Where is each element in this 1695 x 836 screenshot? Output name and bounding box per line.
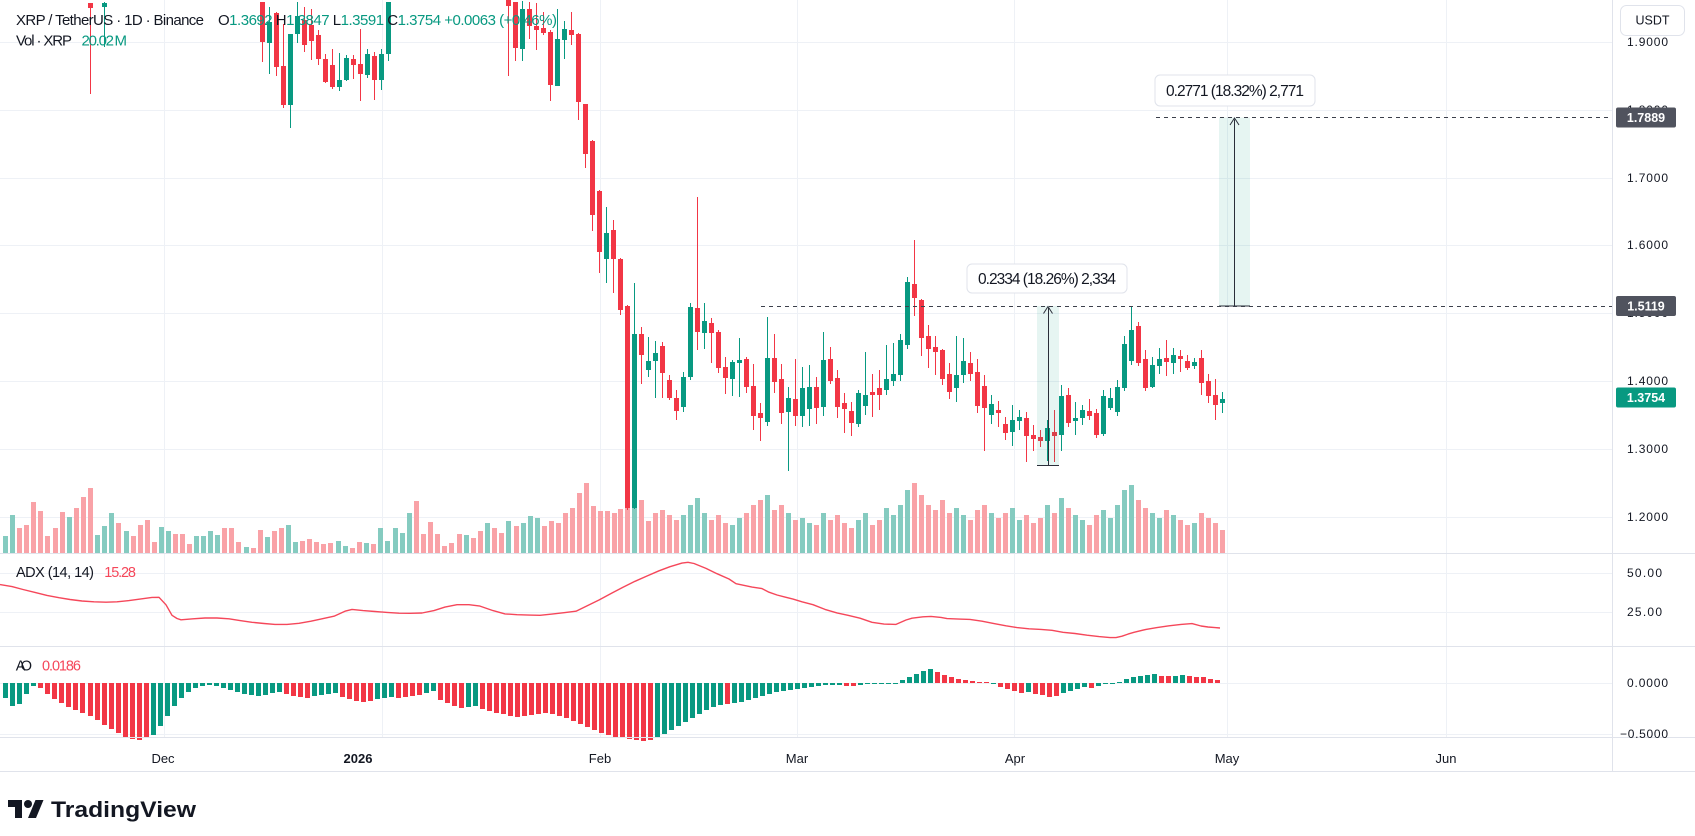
svg-text:1.6000: 1.6000 [1627,238,1668,252]
svg-text:Jun: Jun [1436,751,1457,766]
svg-text:−0.5000: −0.5000 [1620,727,1668,741]
svg-text:50.00: 50.00 [1627,566,1662,580]
svg-text:1.3754: 1.3754 [1627,391,1665,405]
svg-text:XRP / TetherUS · 1D · Binance: XRP / TetherUS · 1D · Binance [16,12,204,29]
svg-text:Mar: Mar [786,751,809,766]
svg-text:ADX (14, 14): ADX (14, 14) [16,565,94,581]
svg-text:1.7000: 1.7000 [1627,171,1668,185]
svg-text:1.4000: 1.4000 [1627,374,1668,388]
svg-text:2026: 2026 [344,751,373,766]
svg-text:15.28: 15.28 [104,565,136,581]
svg-text:0.2771 (18.32%) 2,771: 0.2771 (18.32%) 2,771 [1166,83,1304,100]
svg-text:USDT: USDT [1635,14,1669,28]
svg-text:1.7889: 1.7889 [1627,111,1665,125]
svg-text:Feb: Feb [589,751,611,766]
svg-text:0.0186: 0.0186 [42,659,81,675]
svg-text:Vol · XRP: Vol · XRP [16,33,72,50]
svg-text:25.00: 25.00 [1627,605,1662,619]
svg-text:0.2334 (18.26%) 2,334: 0.2334 (18.26%) 2,334 [978,271,1116,288]
svg-text:Apr: Apr [1005,751,1026,766]
svg-text:0.0000: 0.0000 [1627,676,1668,690]
svg-text:1.3000: 1.3000 [1627,442,1668,456]
svg-text:1.2000: 1.2000 [1627,510,1668,524]
svg-text:1.5119: 1.5119 [1627,300,1665,314]
svg-text:O1.3692 H1.3847 L1.3591 C1.: O1.3692 H1.3847 L1.3591 C1.3754 +0.0063 … [218,12,557,29]
svg-text:AO: AO [16,659,32,675]
svg-text:1.9000: 1.9000 [1627,35,1668,49]
svg-text:20.02 M: 20.02 M [82,33,128,50]
svg-text:TradingView: TradingView [51,797,197,822]
svg-text:Dec: Dec [151,751,175,766]
svg-text:May: May [1215,751,1240,766]
